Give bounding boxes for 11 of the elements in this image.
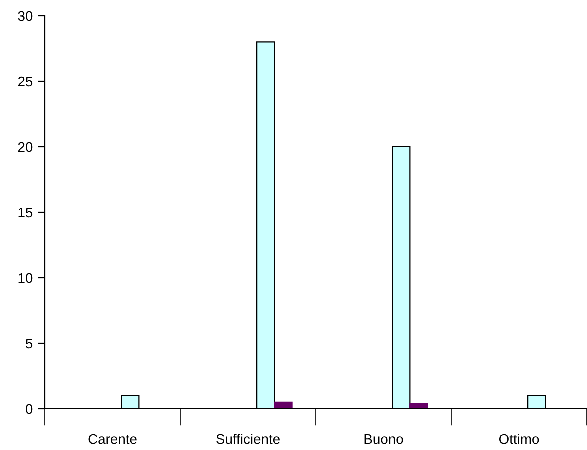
x-tick-label: Carente — [88, 434, 137, 444]
y-tick-label: 25 — [18, 76, 33, 87]
x-tick-label: Sufficiente — [216, 434, 280, 444]
y-tick-label: 5 — [26, 338, 33, 349]
y-tick-label: 20 — [18, 142, 33, 152]
x-tick-label: Buono — [364, 434, 404, 444]
y-tick-label: 30 — [18, 11, 33, 22]
y-tick-label: 10 — [18, 273, 33, 284]
x-tick-label: Ottimo — [499, 434, 540, 444]
y-tick-label: 15 — [18, 208, 33, 218]
y-tick-label: 0 — [26, 404, 33, 414]
